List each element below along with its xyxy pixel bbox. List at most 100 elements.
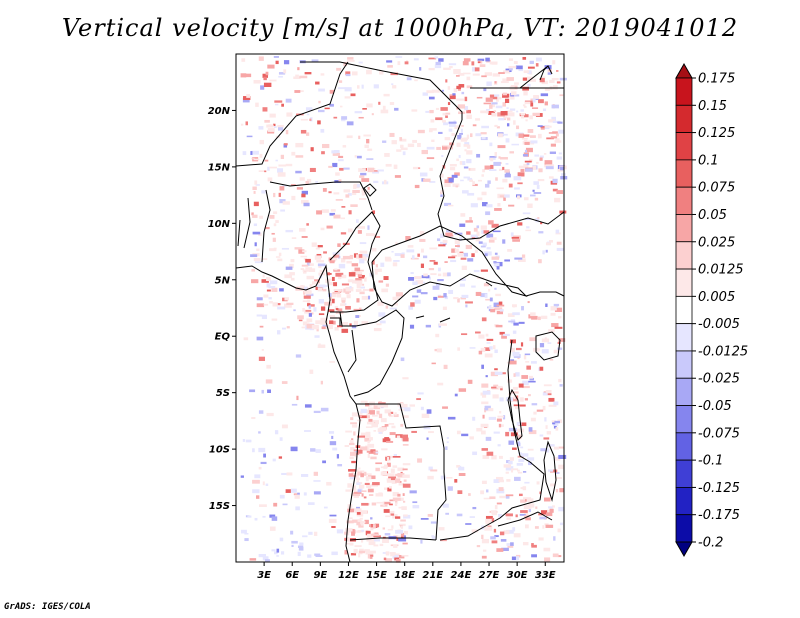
velocity-cell xyxy=(475,133,482,137)
velocity-cell xyxy=(449,94,453,97)
velocity-cell xyxy=(545,303,548,307)
velocity-cell xyxy=(350,422,357,425)
velocity-cell xyxy=(523,197,529,201)
velocity-cell xyxy=(437,273,442,277)
velocity-cell xyxy=(550,306,557,311)
velocity-cell xyxy=(252,489,260,494)
velocity-cell xyxy=(353,253,359,258)
velocity-cell xyxy=(371,423,378,428)
velocity-cell xyxy=(389,510,395,515)
velocity-cell xyxy=(520,446,524,449)
velocity-field xyxy=(240,56,568,563)
velocity-cell xyxy=(500,539,507,542)
velocity-cell xyxy=(273,223,277,227)
velocity-cell xyxy=(481,230,484,234)
velocity-cell xyxy=(483,102,491,105)
velocity-cell xyxy=(328,431,335,434)
velocity-cell xyxy=(321,326,326,330)
velocity-cell xyxy=(513,533,521,538)
velocity-cell xyxy=(477,197,483,201)
velocity-cell xyxy=(280,551,285,555)
velocity-cell xyxy=(508,427,517,432)
velocity-cell xyxy=(534,197,539,201)
velocity-cell xyxy=(393,453,397,457)
velocity-cell xyxy=(402,377,409,380)
velocity-cell xyxy=(343,167,350,170)
velocity-cell xyxy=(419,172,428,177)
velocity-cell xyxy=(431,535,434,538)
velocity-cell xyxy=(358,467,361,470)
velocity-cell xyxy=(446,230,453,233)
velocity-cell xyxy=(500,157,508,160)
velocity-cell xyxy=(551,116,556,121)
coast-red-sea xyxy=(539,65,553,81)
velocity-cell xyxy=(440,194,443,197)
velocity-cell xyxy=(279,186,285,191)
velocity-cell xyxy=(308,268,316,272)
velocity-cell xyxy=(262,556,269,561)
velocity-cell xyxy=(297,90,304,93)
velocity-cell xyxy=(263,294,269,298)
velocity-cell xyxy=(387,473,395,477)
velocity-cell xyxy=(462,72,471,75)
velocity-cell xyxy=(489,305,492,309)
velocity-cell xyxy=(463,58,471,62)
velocity-cell xyxy=(300,268,305,271)
velocity-cell xyxy=(482,390,491,395)
velocity-cell xyxy=(459,133,463,135)
velocity-cell xyxy=(309,304,315,307)
velocity-cell xyxy=(460,128,463,133)
velocity-cell xyxy=(382,438,391,443)
velocity-cell xyxy=(261,389,264,394)
velocity-cell xyxy=(491,455,497,460)
velocity-cell xyxy=(445,115,448,118)
velocity-cell xyxy=(476,545,481,548)
velocity-cell xyxy=(384,501,391,505)
velocity-cell xyxy=(348,517,353,520)
velocity-cell xyxy=(373,451,376,455)
velocity-cell xyxy=(320,306,326,311)
velocity-cell xyxy=(496,265,500,270)
velocity-cell xyxy=(438,244,446,247)
velocity-cell xyxy=(501,547,509,551)
velocity-cell xyxy=(549,508,554,513)
velocity-cell xyxy=(347,193,352,196)
velocity-cell xyxy=(518,321,525,324)
velocity-cell xyxy=(456,158,459,162)
velocity-cell xyxy=(454,125,461,130)
velocity-cell xyxy=(356,512,361,515)
velocity-cell xyxy=(392,514,398,519)
velocity-cell xyxy=(277,258,283,262)
velocity-cell xyxy=(482,455,490,459)
velocity-cell xyxy=(363,471,367,476)
velocity-cell xyxy=(386,480,393,483)
velocity-cell xyxy=(277,172,286,177)
velocity-cell xyxy=(267,166,270,171)
velocity-cell xyxy=(385,305,389,309)
velocity-cell xyxy=(290,259,295,263)
velocity-cell xyxy=(329,89,335,94)
velocity-cell xyxy=(355,469,359,473)
velocity-cell xyxy=(301,236,308,238)
velocity-cell xyxy=(511,391,519,394)
velocity-cell xyxy=(273,123,276,127)
velocity-cell xyxy=(321,209,329,213)
velocity-cell xyxy=(266,124,274,128)
velocity-cell xyxy=(526,498,534,502)
velocity-cell xyxy=(444,137,451,141)
velocity-cell xyxy=(538,316,541,321)
velocity-cell xyxy=(244,532,249,535)
velocity-cell xyxy=(392,456,401,458)
velocity-cell xyxy=(365,426,373,428)
velocity-cell xyxy=(339,167,344,171)
velocity-cell xyxy=(273,192,276,198)
velocity-cell xyxy=(517,182,523,185)
velocity-cell xyxy=(385,163,392,167)
velocity-cell xyxy=(420,263,425,268)
velocity-cell xyxy=(360,473,364,478)
velocity-cell xyxy=(445,79,448,83)
velocity-cell xyxy=(276,330,281,335)
colorbar-label: 0.075 xyxy=(698,181,735,196)
velocity-cell xyxy=(396,149,402,152)
velocity-cell xyxy=(286,112,293,117)
